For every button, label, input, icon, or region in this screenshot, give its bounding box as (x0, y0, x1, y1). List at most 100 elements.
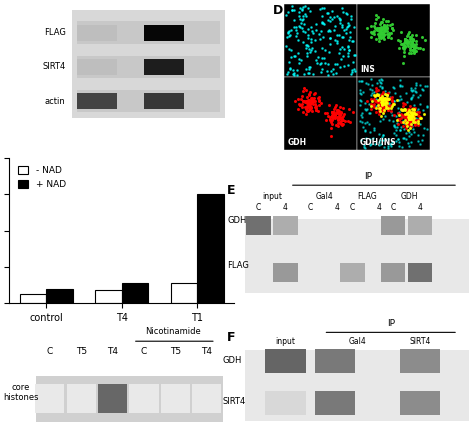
Point (283, 34, 291, 41)
Point (303, 98, 311, 105)
Point (377, 80, 384, 87)
Point (305, 104, 312, 111)
Point (417, 115, 425, 122)
Point (339, 34, 347, 40)
Point (407, 95, 415, 101)
Point (307, 99, 315, 106)
Point (399, 112, 406, 119)
Point (301, 99, 309, 106)
Point (412, 82, 419, 89)
Point (412, 44, 420, 51)
Point (347, 13, 355, 20)
Point (368, 28, 375, 35)
Point (394, 96, 401, 103)
Point (403, 110, 410, 117)
Point (333, 109, 341, 116)
Point (338, 117, 346, 123)
Text: FLAG: FLAG (357, 192, 377, 201)
Point (423, 103, 430, 110)
Point (369, 87, 376, 94)
Point (298, 92, 306, 99)
Point (338, 114, 346, 121)
Point (326, 14, 334, 21)
Point (358, 109, 365, 116)
Bar (273, 216, 298, 235)
Point (310, 90, 318, 97)
Point (379, 98, 386, 105)
Point (372, 88, 380, 95)
Point (381, 96, 389, 103)
Point (409, 113, 416, 120)
Point (328, 116, 336, 123)
Point (390, 99, 397, 106)
Point (404, 109, 412, 116)
Point (381, 113, 388, 120)
Point (410, 48, 418, 55)
Point (378, 101, 386, 108)
Point (378, 99, 385, 106)
Point (409, 39, 416, 46)
Point (418, 86, 426, 93)
Point (368, 101, 375, 108)
Point (377, 27, 385, 34)
Point (337, 119, 344, 126)
Point (293, 71, 301, 78)
Point (395, 116, 403, 123)
Bar (284, 4, 357, 77)
Point (383, 92, 391, 99)
Point (371, 28, 378, 34)
Point (339, 117, 347, 123)
Point (379, 15, 387, 22)
Point (300, 85, 308, 92)
Point (378, 85, 385, 92)
Point (284, 29, 292, 36)
Point (377, 96, 384, 103)
Point (400, 60, 407, 67)
Point (405, 140, 412, 147)
Point (408, 40, 415, 47)
Point (383, 98, 391, 104)
Point (383, 103, 391, 110)
Point (297, 56, 304, 63)
Point (388, 21, 395, 28)
Bar (315, 391, 355, 415)
Point (417, 141, 424, 147)
Point (338, 120, 346, 127)
Point (407, 114, 414, 121)
Point (395, 96, 403, 103)
Point (375, 105, 383, 112)
Point (409, 37, 416, 44)
Point (394, 120, 402, 127)
Point (337, 114, 344, 120)
Point (409, 87, 416, 94)
Point (373, 91, 381, 98)
Point (397, 82, 404, 89)
Point (324, 113, 332, 120)
Point (370, 89, 378, 96)
Point (400, 46, 408, 52)
Bar (246, 216, 271, 235)
Point (409, 105, 416, 112)
Point (409, 111, 417, 118)
Point (394, 135, 402, 142)
Point (401, 120, 408, 126)
Point (399, 83, 406, 89)
Point (415, 112, 422, 119)
Point (300, 97, 308, 104)
Point (387, 107, 395, 114)
Point (410, 41, 417, 48)
Point (312, 21, 319, 28)
Point (380, 27, 388, 34)
Point (369, 134, 377, 141)
Point (331, 111, 339, 118)
Point (383, 95, 391, 101)
Point (321, 110, 329, 117)
Point (376, 93, 383, 100)
Point (415, 111, 422, 118)
Point (338, 43, 346, 50)
Point (410, 110, 418, 117)
Point (412, 117, 419, 124)
Point (372, 15, 380, 22)
Point (312, 104, 319, 111)
Point (406, 36, 413, 43)
